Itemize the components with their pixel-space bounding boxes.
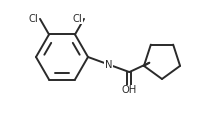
Text: N: N	[105, 60, 112, 69]
Text: Cl: Cl	[28, 14, 38, 24]
Text: OH: OH	[122, 85, 137, 95]
Text: Cl: Cl	[72, 14, 82, 24]
